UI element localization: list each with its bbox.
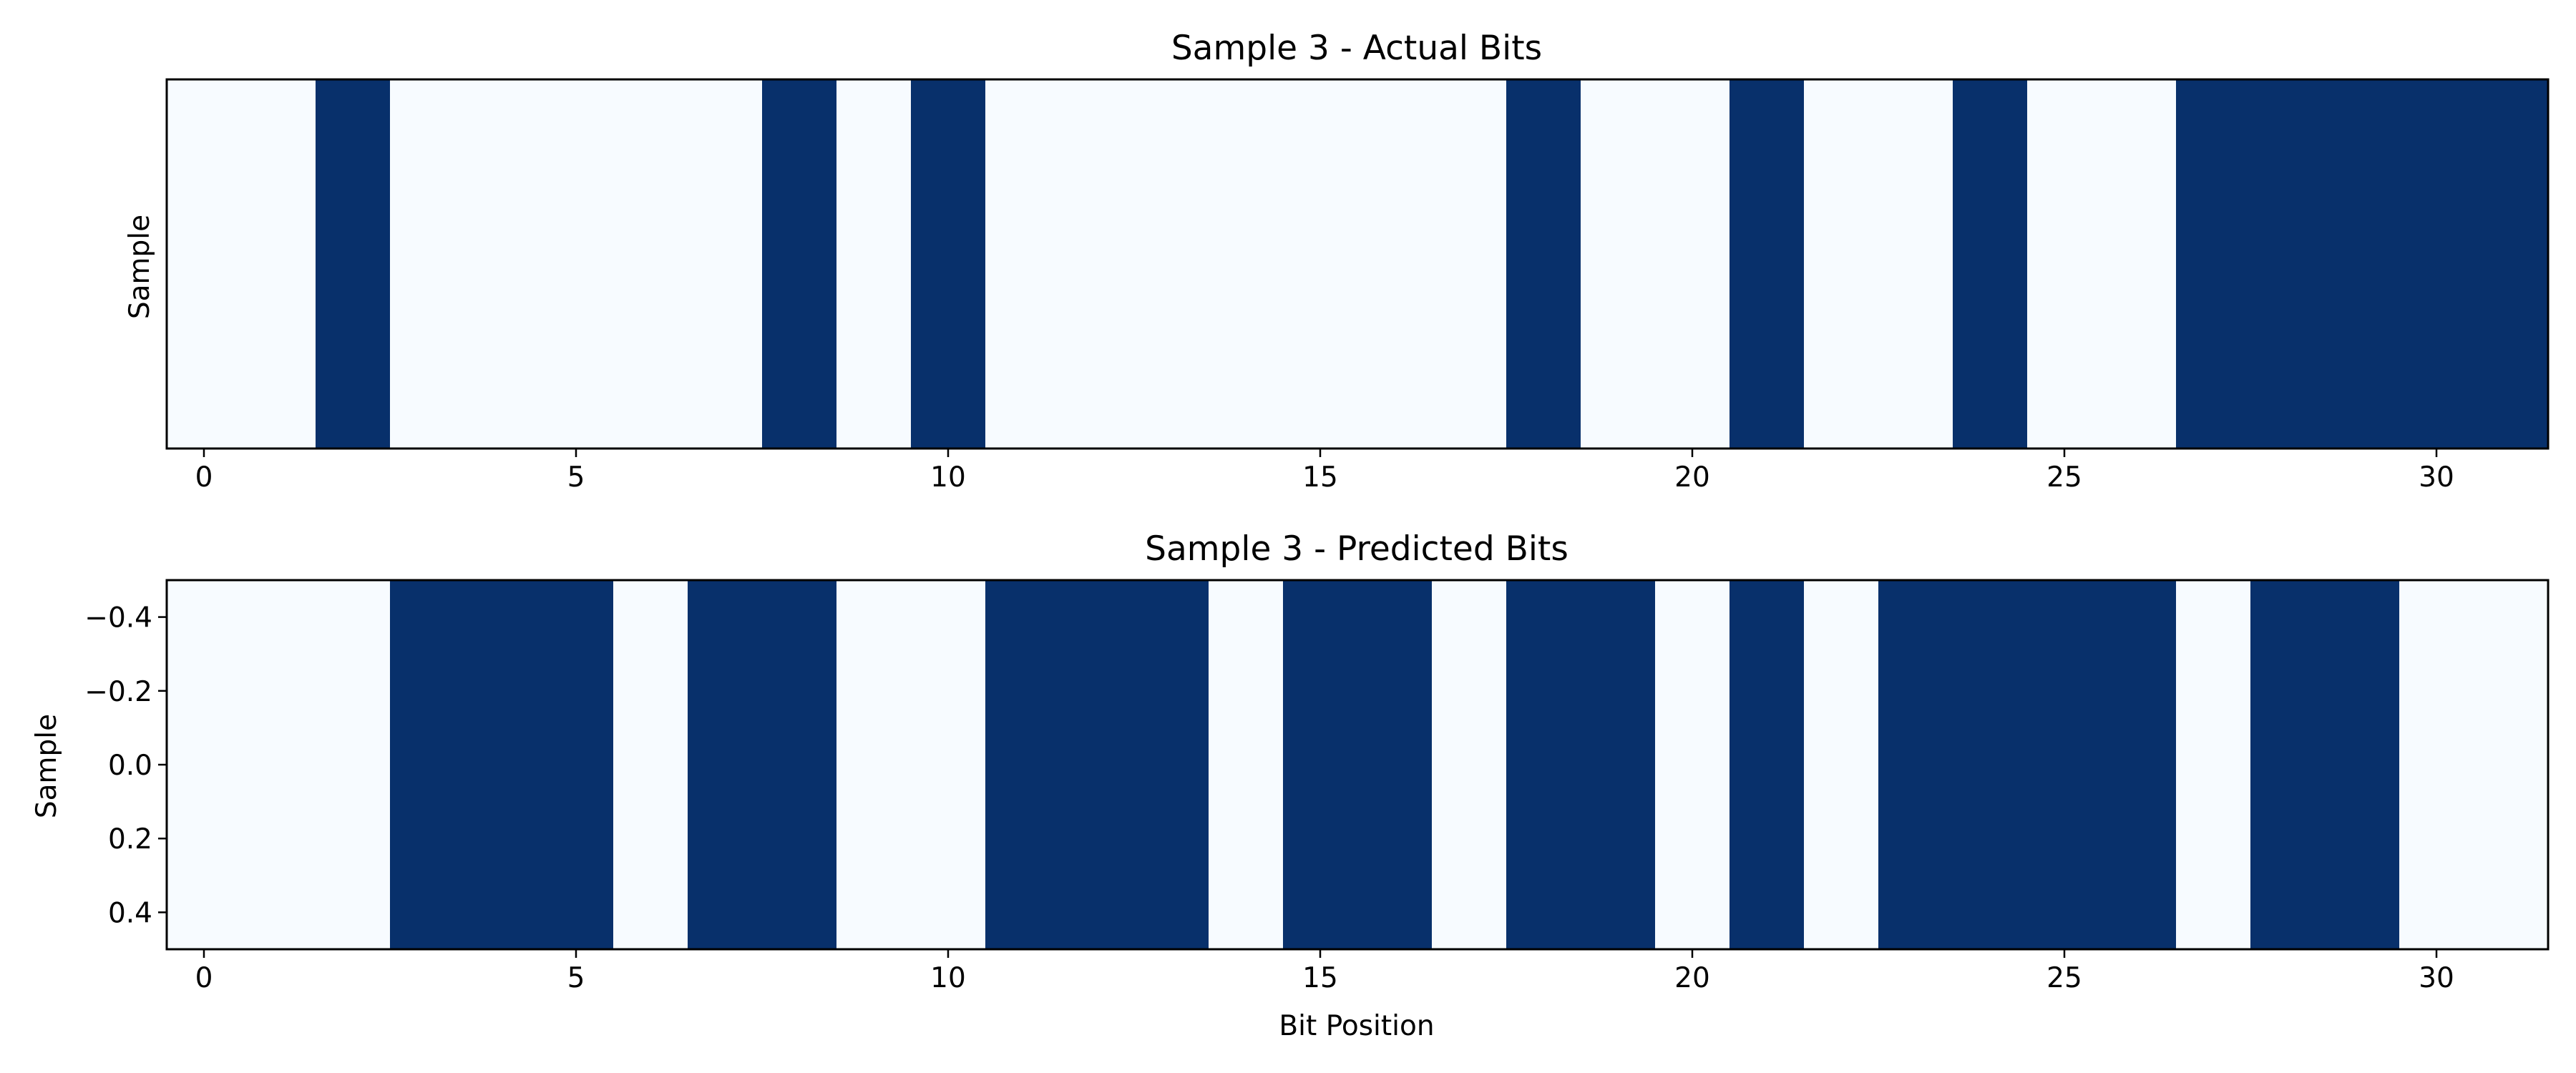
actual-bits-xtick-label: 25 bbox=[2046, 461, 2082, 494]
predicted-bits-xlabel: Bit Position bbox=[1279, 1010, 1434, 1042]
predicted-bits-cell bbox=[1729, 580, 1805, 949]
predicted-bits-cell bbox=[2027, 580, 2102, 949]
predicted-bits-xticks: 0 5 10 15 20 25 30 bbox=[195, 949, 2454, 994]
predicted-bits-ytick-label: −0.4 bbox=[84, 602, 152, 635]
predicted-bits-cell bbox=[316, 580, 391, 949]
actual-bits-cell bbox=[1953, 79, 2028, 449]
actual-bits-cell bbox=[911, 79, 986, 449]
predicted-bits-cell bbox=[1432, 580, 1507, 949]
predicted-bits-cell bbox=[1506, 580, 1581, 949]
predicted-bits-cell bbox=[836, 580, 912, 949]
predicted-bits-cell bbox=[2176, 580, 2251, 949]
predicted-bits-cell bbox=[1878, 580, 1953, 949]
predicted-bits-cell bbox=[2102, 580, 2177, 949]
predicted-bits-xtick-label: 25 bbox=[2046, 962, 2082, 994]
actual-bits-xtick-label: 5 bbox=[567, 461, 585, 494]
actual-bits-cell bbox=[836, 79, 912, 449]
predicted-bits-cell bbox=[539, 580, 614, 949]
predicted-bits-cell bbox=[1655, 580, 1730, 949]
predicted-bits-cell bbox=[1804, 580, 1879, 949]
actual-bits-cell bbox=[1432, 79, 1507, 449]
actual-bits-frame bbox=[165, 78, 2550, 450]
actual-bits-cell bbox=[985, 79, 1060, 449]
actual-bits-xtick-label: 20 bbox=[1674, 461, 1710, 494]
predicted-bits-cell bbox=[1357, 580, 1433, 949]
predicted-bits-cell bbox=[2474, 580, 2549, 949]
actual-bits-cell bbox=[2176, 79, 2251, 449]
predicted-bits-cell bbox=[1581, 580, 1656, 949]
predicted-bits-panel: Sample 3 - Predicted Bits Sample Bit Pos… bbox=[31, 529, 2550, 1042]
predicted-bits-cell bbox=[167, 580, 242, 949]
actual-bits-cell bbox=[2399, 79, 2474, 449]
actual-bits-cell bbox=[1506, 79, 1581, 449]
actual-bits-xtick-label: 10 bbox=[930, 461, 966, 494]
predicted-bits-title: Sample 3 - Predicted Bits bbox=[1145, 529, 1568, 569]
predicted-bits-xtick-label: 15 bbox=[1302, 962, 1338, 994]
predicted-bits-xtick-label: 0 bbox=[195, 962, 213, 994]
predicted-bits-cell bbox=[241, 580, 316, 949]
actual-bits-cell bbox=[1357, 79, 1433, 449]
predicted-bits-cell bbox=[688, 580, 763, 949]
actual-bits-cell bbox=[167, 79, 242, 449]
actual-bits-cells bbox=[167, 79, 2549, 449]
actual-bits-cell bbox=[241, 79, 316, 449]
predicted-bits-xtick-label: 20 bbox=[1674, 962, 1710, 994]
predicted-bits-cell bbox=[613, 580, 688, 949]
predicted-bits-cells bbox=[167, 580, 2549, 949]
actual-bits-title: Sample 3 - Actual Bits bbox=[1171, 29, 1542, 68]
actual-bits-cell bbox=[688, 79, 763, 449]
predicted-bits-yticks: −0.4 −0.2 0.0 0.2 0.4 bbox=[84, 602, 167, 929]
actual-bits-cell bbox=[2027, 79, 2102, 449]
actual-bits-cell bbox=[464, 79, 540, 449]
actual-bits-cell bbox=[1655, 79, 1730, 449]
predicted-bits-cell bbox=[2325, 580, 2400, 949]
actual-bits-cell bbox=[1804, 79, 1879, 449]
actual-bits-cell bbox=[762, 79, 837, 449]
actual-bits-cell bbox=[1060, 79, 1135, 449]
predicted-bits-cell bbox=[2399, 580, 2474, 949]
predicted-bits-xtick-label: 5 bbox=[567, 962, 585, 994]
actual-bits-cell bbox=[2102, 79, 2177, 449]
actual-bits-cell bbox=[316, 79, 391, 449]
actual-bits-cell bbox=[1581, 79, 1656, 449]
actual-bits-ylabel: Sample bbox=[124, 215, 156, 319]
predicted-bits-ytick-label: 0.4 bbox=[108, 897, 152, 929]
predicted-bits-ytick-label: 0.0 bbox=[108, 750, 152, 782]
actual-bits-panel: Sample 3 - Actual Bits Sample 0 5 10 15 20 25… bbox=[124, 29, 2550, 494]
actual-bits-cell bbox=[613, 79, 688, 449]
predicted-bits-frame bbox=[165, 579, 2550, 951]
predicted-bits-cell bbox=[762, 580, 837, 949]
actual-bits-xticks: 0 5 10 15 20 25 30 bbox=[195, 449, 2454, 494]
predicted-bits-xtick-label: 30 bbox=[2419, 962, 2454, 994]
predicted-bits-cell bbox=[1209, 580, 1284, 949]
predicted-bits-cell bbox=[464, 580, 540, 949]
actual-bits-xtick-label: 30 bbox=[2419, 461, 2454, 494]
predicted-bits-cell bbox=[1060, 580, 1135, 949]
predicted-bits-xtick-label: 10 bbox=[930, 962, 966, 994]
actual-bits-cell bbox=[2474, 79, 2549, 449]
predicted-bits-ytick-label: −0.2 bbox=[84, 676, 152, 708]
actual-bits-cell bbox=[539, 79, 614, 449]
predicted-bits-ytick-label: 0.2 bbox=[108, 823, 152, 856]
actual-bits-cell bbox=[1729, 79, 1805, 449]
actual-bits-cell bbox=[2250, 79, 2326, 449]
actual-bits-cell bbox=[1134, 79, 1209, 449]
actual-bits-cell bbox=[1283, 79, 1358, 449]
actual-bits-cell bbox=[2325, 79, 2400, 449]
predicted-bits-cell bbox=[1283, 580, 1358, 949]
actual-bits-cell bbox=[1878, 79, 1953, 449]
predicted-bits-cell bbox=[911, 580, 986, 949]
predicted-bits-cell bbox=[985, 580, 1060, 949]
predicted-bits-cell bbox=[1134, 580, 1209, 949]
predicted-bits-cell bbox=[2250, 580, 2326, 949]
predicted-bits-cell bbox=[1953, 580, 2028, 949]
predicted-bits-cell bbox=[390, 580, 465, 949]
predicted-bits-ylabel: Sample bbox=[31, 714, 63, 818]
actual-bits-xtick-label: 0 bbox=[195, 461, 213, 494]
actual-bits-cell bbox=[1209, 79, 1284, 449]
actual-bits-xtick-label: 15 bbox=[1302, 461, 1338, 494]
actual-bits-cell bbox=[390, 79, 465, 449]
